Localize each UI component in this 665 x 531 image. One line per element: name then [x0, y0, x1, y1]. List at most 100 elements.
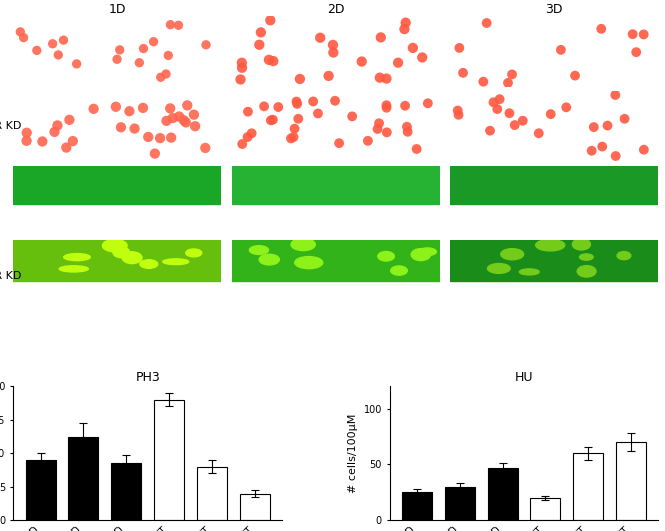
Ellipse shape: [186, 249, 201, 257]
Text: GlyR KD: GlyR KD: [0, 121, 21, 131]
Point: [173, 21, 184, 30]
Point: [124, 107, 135, 115]
Point: [374, 119, 384, 127]
Ellipse shape: [573, 238, 591, 250]
Bar: [450, 166, 658, 204]
Ellipse shape: [295, 256, 323, 269]
Point: [570, 71, 581, 80]
Point: [503, 79, 513, 87]
Point: [509, 121, 520, 130]
Point: [155, 134, 166, 142]
Point: [156, 73, 166, 82]
Point: [237, 64, 247, 72]
Bar: [25, 460, 55, 520]
Ellipse shape: [411, 249, 431, 261]
Point: [328, 41, 338, 49]
Bar: [240, 493, 270, 520]
Point: [596, 24, 606, 33]
Point: [417, 53, 428, 62]
Point: [71, 59, 82, 68]
Point: [168, 114, 178, 122]
Point: [545, 110, 556, 118]
Point: [52, 121, 63, 130]
Point: [268, 57, 279, 65]
Point: [308, 97, 319, 106]
Point: [190, 122, 200, 131]
Bar: [68, 436, 98, 520]
Point: [328, 48, 338, 57]
Ellipse shape: [140, 260, 158, 268]
Point: [259, 102, 269, 110]
Bar: [402, 492, 432, 520]
Ellipse shape: [501, 249, 523, 260]
Point: [18, 33, 29, 42]
Point: [381, 101, 392, 109]
Point: [602, 121, 613, 130]
Ellipse shape: [291, 238, 315, 251]
Bar: [487, 468, 517, 520]
Point: [631, 48, 642, 56]
Point: [31, 46, 42, 55]
Point: [587, 147, 597, 155]
Point: [47, 39, 58, 48]
Bar: [197, 467, 227, 520]
Point: [452, 106, 463, 115]
Point: [402, 123, 412, 131]
Point: [374, 73, 385, 82]
Point: [362, 136, 373, 145]
Ellipse shape: [418, 248, 436, 255]
Point: [174, 112, 184, 121]
Point: [64, 116, 74, 124]
Point: [138, 44, 149, 53]
Bar: [573, 453, 603, 520]
Ellipse shape: [577, 266, 596, 277]
Point: [381, 104, 392, 112]
Point: [148, 37, 159, 46]
Title: HU: HU: [515, 371, 533, 384]
Bar: [616, 442, 646, 520]
Point: [201, 40, 211, 49]
Point: [356, 57, 367, 66]
Point: [15, 28, 26, 36]
Point: [166, 133, 176, 142]
Point: [237, 140, 247, 148]
Bar: [450, 241, 658, 281]
Point: [610, 91, 620, 99]
Point: [110, 102, 121, 111]
Point: [610, 152, 621, 160]
Point: [235, 75, 246, 84]
Point: [494, 95, 505, 104]
Point: [189, 110, 200, 119]
Point: [242, 133, 253, 141]
Point: [323, 72, 334, 80]
Point: [286, 134, 297, 143]
Point: [422, 99, 433, 107]
Point: [638, 30, 649, 39]
Point: [485, 126, 495, 135]
Point: [292, 100, 303, 108]
Bar: [154, 400, 184, 520]
Point: [53, 50, 64, 59]
Point: [114, 46, 125, 54]
Point: [638, 145, 649, 154]
Point: [265, 116, 276, 125]
Point: [180, 118, 191, 127]
Point: [315, 33, 326, 42]
Point: [67, 137, 78, 145]
Ellipse shape: [249, 246, 269, 254]
Point: [399, 25, 410, 33]
Point: [400, 19, 411, 27]
Bar: [111, 464, 141, 520]
Point: [376, 33, 386, 41]
Point: [517, 116, 528, 125]
Point: [293, 115, 304, 123]
Bar: [232, 241, 440, 281]
Point: [59, 36, 69, 45]
Point: [627, 30, 638, 38]
Point: [330, 97, 340, 105]
Point: [492, 105, 503, 113]
Point: [21, 136, 32, 145]
Point: [138, 104, 148, 112]
Bar: [13, 241, 221, 281]
Point: [129, 124, 140, 133]
